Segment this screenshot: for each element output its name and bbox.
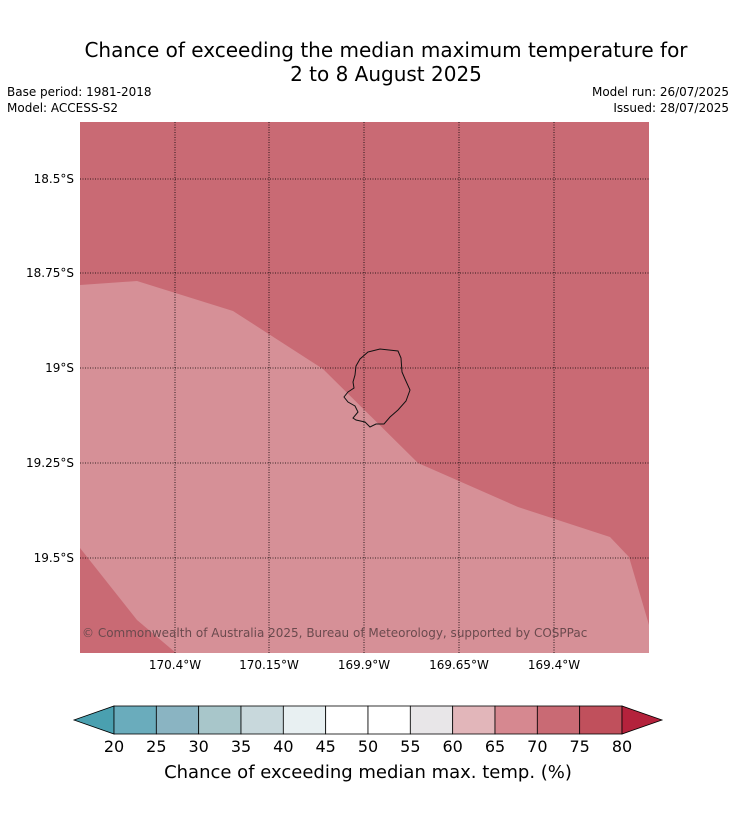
colorbar-tick-label: 75 [569,737,589,756]
lat-label: 19°S [45,361,74,375]
colorbar-tick-label: 65 [485,737,505,756]
map-area: © Commonwealth of Australia 2025, Bureau… [80,122,649,653]
map-title: Chance of exceeding the median maximum t… [0,38,736,86]
colorbar-segment [198,705,242,735]
lon-label: 170.4°W [149,658,201,672]
colorbar-tick-label: 30 [188,737,208,756]
colorbar-segment [113,705,157,735]
issued-date: Issued: 28/07/2025 [613,101,729,115]
base-period: Base period: 1981-2018 [7,85,152,99]
colorbar-tick-label: 25 [146,737,166,756]
colorbar-segment [282,705,327,735]
colorbar-label: Chance of exceeding median max. temp. (%… [164,762,572,783]
lon-label: 169.65°W [429,658,489,672]
latitude-labels: 18.5°S 18.75°S 19°S 19.25°S 19.5°S [26,172,74,565]
lat-label: 18.75°S [26,266,74,280]
zone-65-70 [80,281,649,653]
colorbar-segment [325,705,369,735]
model-name: Model: ACCESS-S2 [7,101,119,115]
colorbar-tick-label: 50 [358,737,378,756]
colorbar [72,705,664,735]
colorbar-tick-label: 55 [400,737,420,756]
lat-label: 19.25°S [26,456,74,470]
meta-left: Base period: 1981-2018 Model: ACCESS-S2 [7,84,152,116]
colorbar-tick-label: 80 [612,737,632,756]
niue-island-outline [343,348,411,428]
colorbar-segment [155,705,200,735]
colorbar-tick-label: 35 [231,737,251,756]
colorbar-segment [240,705,284,735]
colorbar-extend-high [621,705,664,735]
lon-label: 169.4°W [528,658,580,672]
colorbar-segment [409,705,454,735]
colorbar-ticks: 20 25 30 35 40 45 50 55 60 65 70 75 80 [104,737,632,756]
colorbar-segment [452,705,496,735]
lon-label: 169.9°W [338,658,390,672]
longitude-labels: 170.4°W 170.15°W 169.9°W 169.65°W 169.4°… [149,658,580,672]
colorbar-segment [367,705,411,735]
colorbar-tick-label: 60 [442,737,462,756]
colorbar-extend-low [72,705,115,735]
colorbar-segment [579,705,623,735]
colorbar-segment [494,705,538,735]
meta-right: Model run: 26/07/2025 Issued: 28/07/2025 [592,84,729,116]
colorbar-segment [536,705,581,735]
title-line-2: 2 to 8 August 2025 [290,62,482,86]
colorbar-tick-label: 20 [104,737,124,756]
colorbar-tick-label: 70 [527,737,547,756]
copyright-notice: © Commonwealth of Australia 2025, Bureau… [82,626,587,640]
graticule [80,122,649,653]
lat-label: 19.5°S [34,551,74,565]
title-line-1: Chance of exceeding the median maximum t… [84,38,688,62]
lon-label: 170.15°W [239,658,299,672]
model-run: Model run: 26/07/2025 [591,85,729,99]
colorbar-tick-label: 45 [315,737,335,756]
colorbar-tick-label: 40 [273,737,293,756]
lat-label: 18.5°S [34,172,74,186]
